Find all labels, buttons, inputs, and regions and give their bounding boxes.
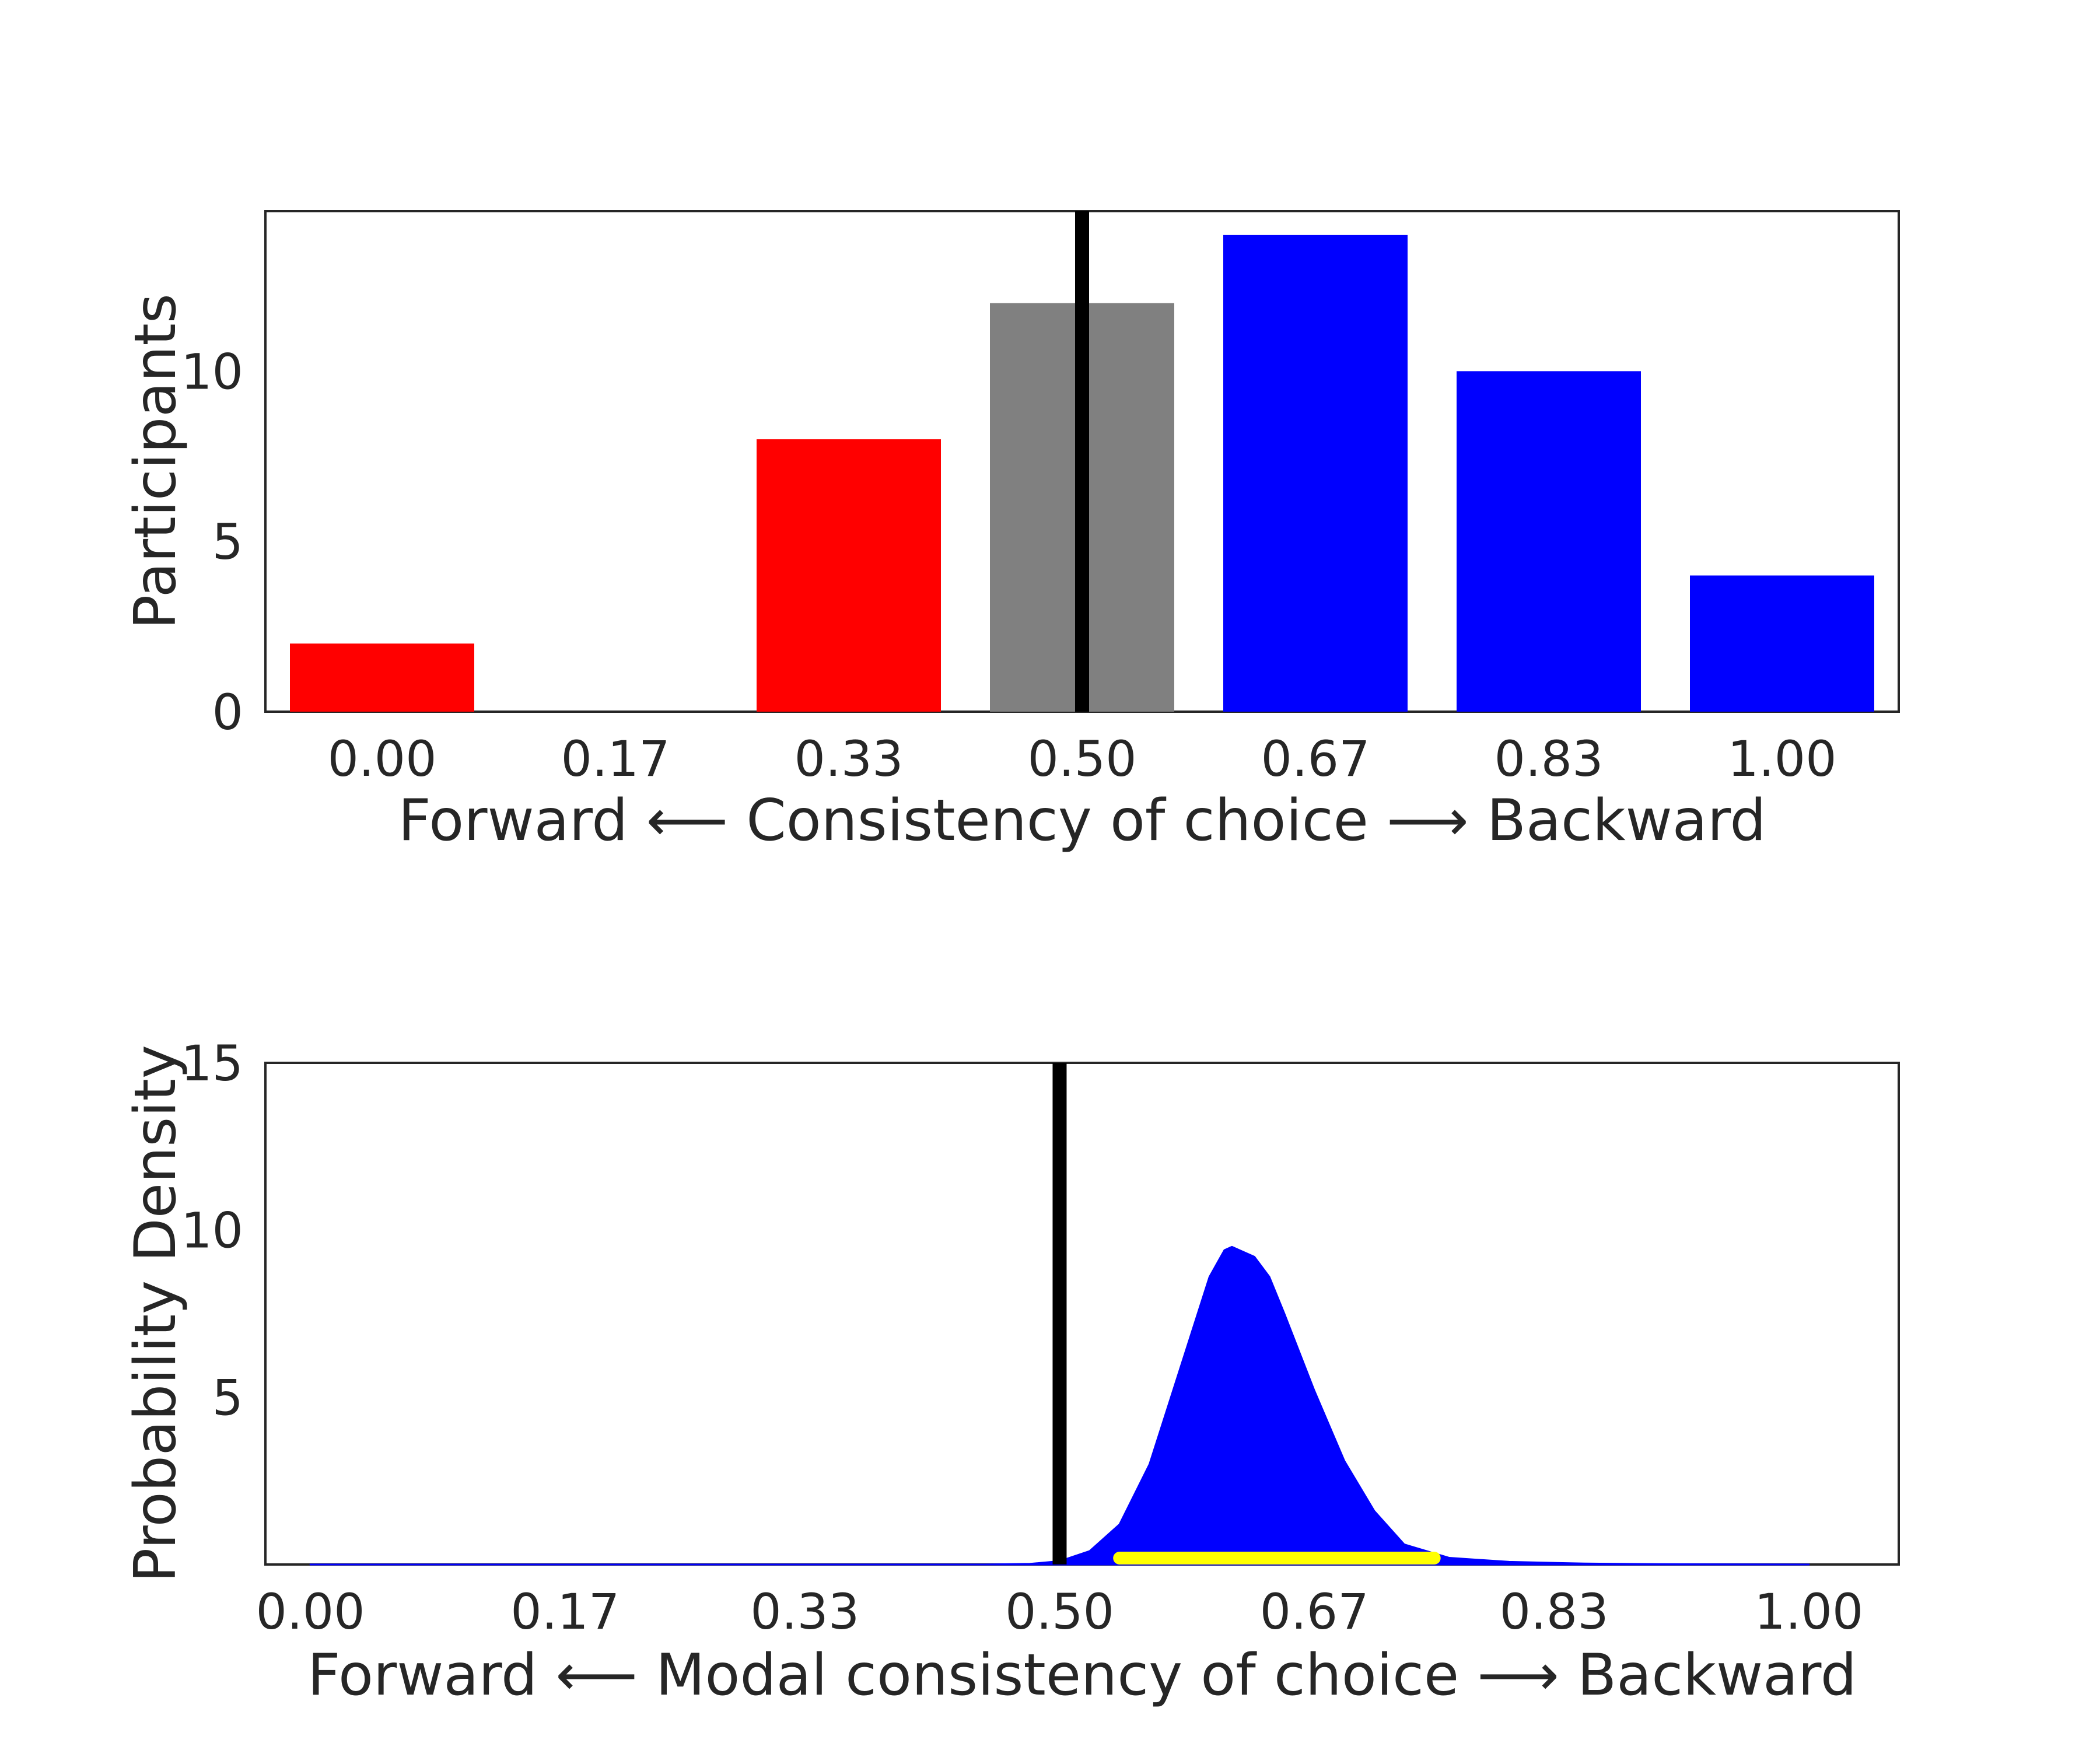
density-y-tick-label: 15 [181, 1035, 243, 1092]
density-y-tick-label: 5 [212, 1369, 243, 1426]
density-x-tick-label: 0.83 [1500, 1583, 1609, 1640]
histogram-x-tick-label: 1.00 [1727, 730, 1836, 788]
density-x-tick-label: 0.50 [1005, 1583, 1114, 1640]
histogram-x-tick-label: 0.83 [1494, 730, 1603, 788]
histogram-x-tick-label: 0.50 [1027, 730, 1136, 788]
histogram-y-tick-label: 0 [212, 684, 243, 741]
histogram-x-tick-label: 0.67 [1261, 730, 1370, 788]
histogram-y-ticks: 0 5 10 [181, 343, 243, 741]
histogram-bar [1690, 575, 1874, 712]
density-y-axis-label: Probability Density [123, 1045, 189, 1583]
histogram-bar [757, 439, 941, 712]
histogram-x-tick-label: 0.00 [327, 730, 436, 788]
density-x-tick-label: 0.33 [750, 1583, 859, 1640]
histogram-y-tick-label: 5 [212, 513, 243, 570]
histogram-bar [290, 643, 474, 712]
density-area [309, 1245, 1810, 1566]
density-x-ticks: 0.00 0.17 0.33 0.50 0.67 0.83 1.00 [256, 1583, 1864, 1640]
histogram-x-axis-label: Forward ⟵ Consistency of choice ⟶ Backwa… [398, 788, 1766, 854]
density-y-tick-label: 10 [181, 1202, 243, 1259]
density-x-tick-label: 0.17 [510, 1583, 620, 1640]
density-x-tick-label: 0.00 [256, 1583, 365, 1640]
histogram-y-axis-label: Participants [123, 293, 189, 629]
density-y-ticks: 5 10 15 [181, 1035, 243, 1426]
histogram-x-ticks: 0.00 0.17 0.33 0.50 0.67 0.83 1.00 [327, 730, 1836, 788]
histogram-x-tick-label: 0.17 [561, 730, 670, 788]
histogram-y-tick-label: 10 [181, 343, 243, 400]
density-x-axis-label: Forward ⟵ Modal consistency of choice ⟶ … [307, 1642, 1857, 1709]
histogram-x-tick-label: 0.33 [794, 730, 903, 788]
histogram-bar [1457, 371, 1641, 712]
density-panel: 5 10 15 0.00 0.17 0.33 0.50 0.67 0.83 1.00 Forwa… [123, 1035, 1900, 1709]
density-plot-frame [264, 1062, 1900, 1566]
histogram-bar [1223, 235, 1408, 712]
density-x-tick-label: 1.00 [1754, 1583, 1863, 1640]
density-x-tick-label: 0.67 [1260, 1583, 1369, 1640]
histogram-bars [290, 235, 1874, 712]
histogram-panel: 0 5 10 0.00 0.17 0.33 0.50 0.67 0.83 1.00 Forwar… [123, 210, 1900, 854]
